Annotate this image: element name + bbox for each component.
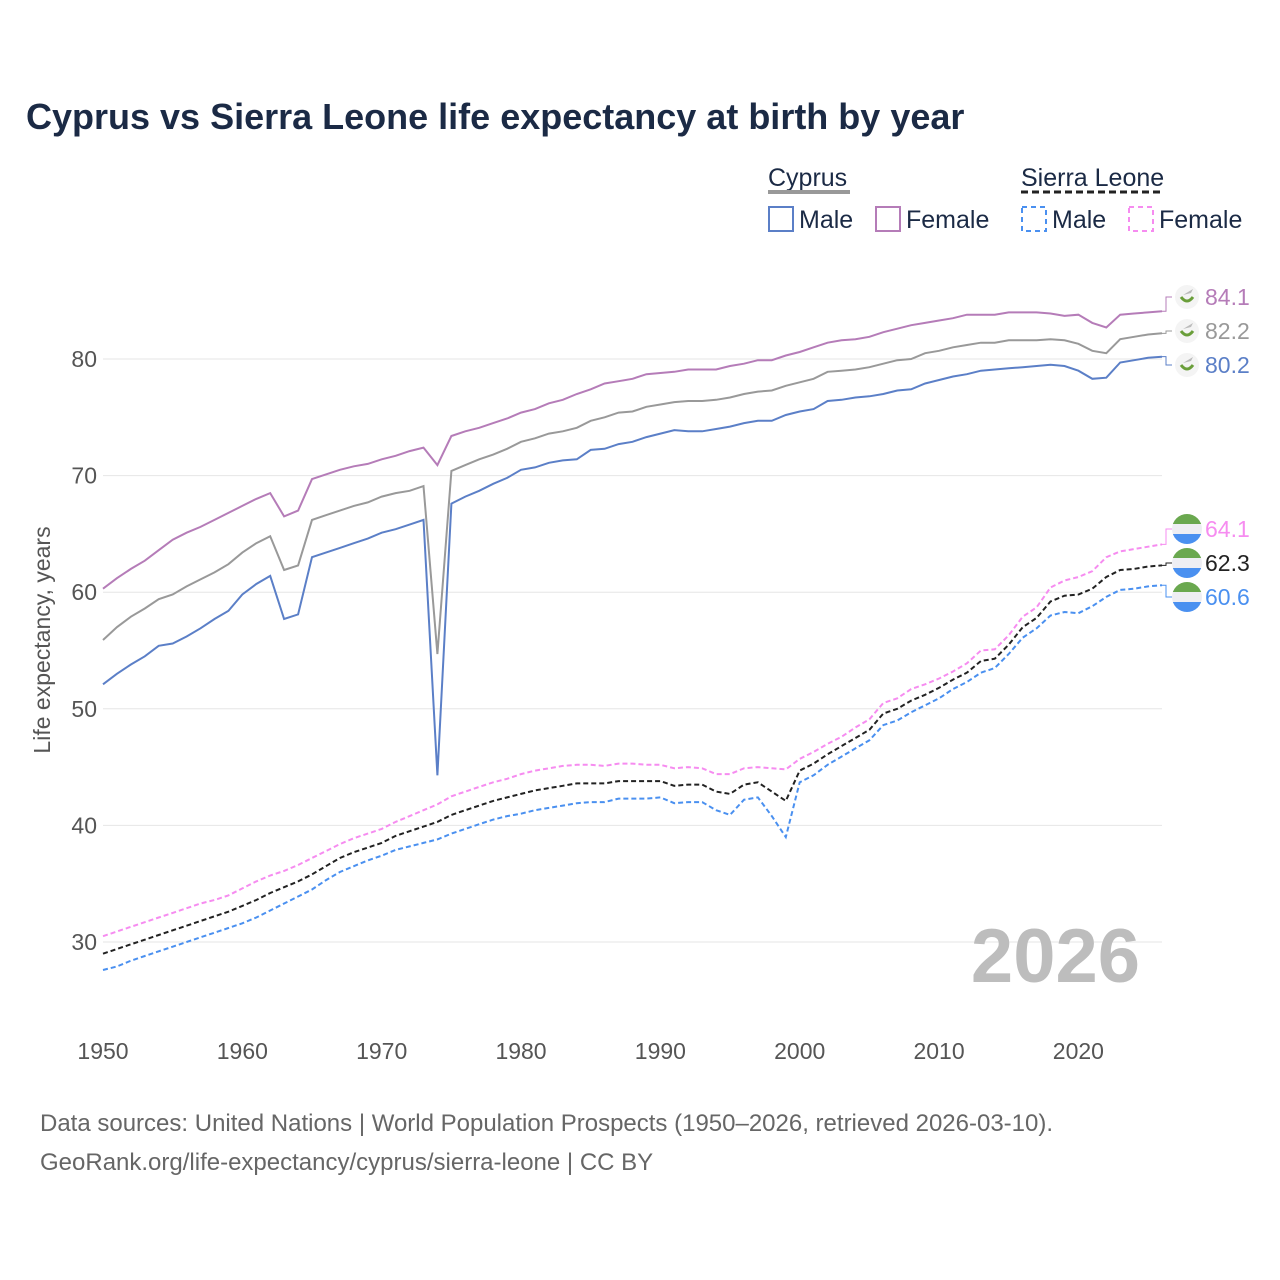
footer-url: GeoRank.org/life-expectancy/cyprus/sierr… [40,1149,653,1176]
cyprus-flag-icon [1175,285,1199,309]
legend-cyprus-female-swatch [875,206,901,232]
legend-sl-female: Female [1159,206,1242,234]
y-tick-label: 80 [71,346,97,372]
end-connector [1162,562,1172,566]
end-connector [1162,356,1172,366]
series-lines [102,310,1163,971]
x-tick-label: 2020 [1053,1038,1104,1064]
year-watermark: 2026 [971,914,1140,999]
legend-sl-male: Male [1052,206,1106,234]
x-tick-label: 2010 [913,1038,964,1064]
x-tick-label: 1990 [635,1038,686,1064]
cyprus-flag-icon [1175,319,1199,343]
end-value-label: 60.6 [1205,584,1250,610]
end-labels: 84.1 82.2 80.2 64.1 62.3 60.6 [1162,284,1250,612]
series-line-cyprus [102,332,1163,655]
cyprus-flag-island [1183,323,1193,329]
series-line-cyprus-female [102,310,1163,590]
x-tick-label: 1980 [495,1038,546,1064]
end-value-label: 82.2 [1205,318,1250,344]
legend-group-sierra-leone: Sierra Leone [1021,164,1164,192]
y-tick-label: 70 [71,463,97,489]
cyprus-flag-olive [1179,364,1195,371]
legend: Cyprus Male Female Sierra Leone Male Fem… [768,164,1242,234]
cyprus-flag-island [1183,357,1193,363]
series-line-cyprus-male [102,355,1163,776]
end-connector [1162,584,1172,598]
legend-group-cyprus: Cyprus [768,164,847,192]
y-tick-label: 40 [71,812,97,838]
y-tick-label: 50 [71,696,97,722]
x-tick-label: 1960 [217,1038,268,1064]
cyprus-flag-island [1183,289,1193,295]
grid: 30 40 50 60 70 80 1950 1960 1970 1980 1990 2000 2010… [71,346,1162,1064]
end-connector [1162,296,1172,312]
end-value-label: 64.1 [1205,516,1250,542]
cyprus-flag-olive [1179,330,1195,337]
footer-sources: Data sources: United Nations | World Pop… [40,1110,1053,1137]
end-value-label: 84.1 [1205,284,1250,310]
sierra-leone-flag-icon [1172,514,1202,544]
series-line-sierra-leone-male [102,584,1163,971]
legend-sl-male-swatch [1021,206,1047,232]
legend-cyprus-male-swatch [768,206,794,232]
legend-cyprus-male: Male [799,206,853,234]
y-axis-label: Life expectancy, years [29,526,55,753]
end-value-label: 80.2 [1205,352,1250,378]
x-tick-label: 1950 [77,1038,128,1064]
legend-cyprus-female: Female [906,206,989,234]
y-tick-label: 60 [71,579,97,605]
x-tick-label: 1970 [356,1038,407,1064]
cyprus-flag-icon [1175,353,1199,377]
end-connector [1162,330,1172,334]
x-tick-label: 2000 [774,1038,825,1064]
end-value-label: 62.3 [1205,550,1250,576]
end-connector [1162,528,1172,545]
cyprus-flag-olive [1179,296,1195,303]
sierra-leone-flag-icon [1172,582,1202,612]
series-line-sierra-leone-female [102,543,1163,938]
chart-title: Cyprus vs Sierra Leone life expectancy a… [26,96,964,137]
legend-cyprus-line [768,190,850,194]
sierra-leone-flag-icon [1172,548,1202,578]
legend-sl-female-swatch [1128,206,1154,232]
y-tick-label: 30 [71,929,97,955]
series-line-sierra-leone [102,564,1163,955]
